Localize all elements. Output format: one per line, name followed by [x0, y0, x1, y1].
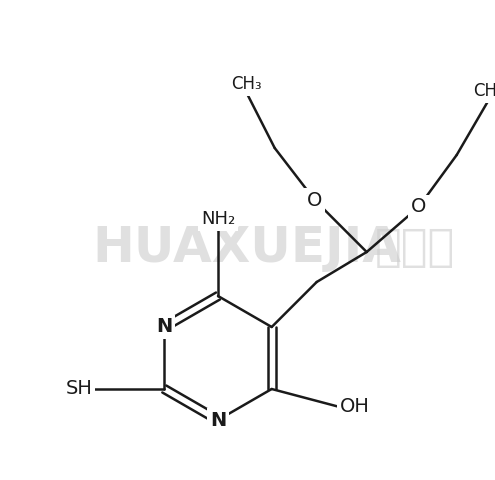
Text: N: N — [210, 410, 226, 430]
Text: CH₃: CH₃ — [473, 82, 495, 100]
Text: O: O — [411, 197, 426, 216]
Text: CH₃: CH₃ — [231, 75, 262, 93]
Text: N: N — [156, 317, 172, 336]
Text: NH₂: NH₂ — [201, 210, 235, 228]
Text: SH: SH — [65, 380, 92, 398]
Text: OH: OH — [340, 397, 370, 417]
Text: 化学加: 化学加 — [375, 227, 455, 269]
Text: HUAXUEJIA: HUAXUEJIA — [93, 224, 401, 272]
Text: O: O — [307, 191, 322, 209]
